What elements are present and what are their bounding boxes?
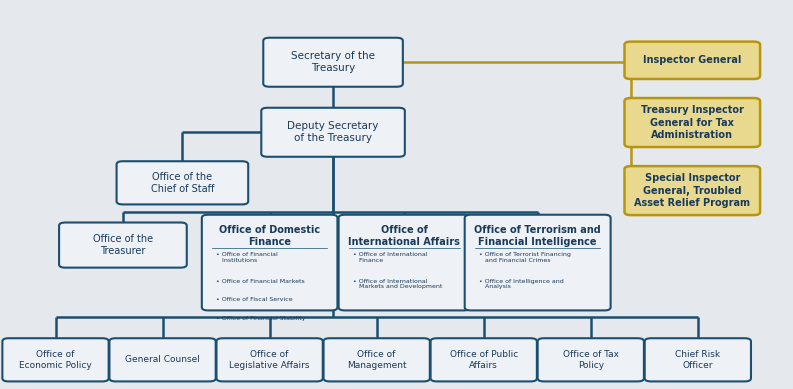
Text: Office of
Economic Policy: Office of Economic Policy: [19, 350, 92, 370]
Text: Office of the
Chief of Staff: Office of the Chief of Staff: [151, 172, 214, 194]
Text: Office of Domestic
Finance: Office of Domestic Finance: [219, 225, 320, 247]
Text: Special Inspector
General, Troubled
Asset Relief Program: Special Inspector General, Troubled Asse…: [634, 173, 750, 208]
FancyBboxPatch shape: [625, 42, 760, 79]
FancyBboxPatch shape: [2, 338, 109, 381]
Text: General Counsel: General Counsel: [125, 355, 200, 364]
Text: Office of Terrorism and
Financial Intelligence: Office of Terrorism and Financial Intell…: [474, 225, 601, 247]
FancyBboxPatch shape: [625, 166, 760, 215]
Text: Office of
International Affairs: Office of International Affairs: [348, 225, 461, 247]
Text: Office of
Management: Office of Management: [347, 350, 407, 370]
FancyBboxPatch shape: [263, 38, 403, 87]
Text: Deputy Secretary
of the Treasury: Deputy Secretary of the Treasury: [287, 121, 379, 144]
FancyBboxPatch shape: [465, 215, 611, 310]
FancyBboxPatch shape: [117, 161, 248, 205]
Text: • Office of Intelligence and
   Analysis: • Office of Intelligence and Analysis: [479, 279, 564, 289]
Text: • Office of Terrorist Financing
   and Financial Crimes: • Office of Terrorist Financing and Fina…: [479, 252, 571, 263]
FancyBboxPatch shape: [324, 338, 430, 381]
Text: Office of Public
Affairs: Office of Public Affairs: [450, 350, 518, 370]
FancyBboxPatch shape: [339, 215, 470, 310]
Text: • Office of International
   Finance: • Office of International Finance: [353, 252, 427, 263]
Text: • Office of International
   Markets and Development: • Office of International Markets and De…: [353, 279, 442, 289]
FancyBboxPatch shape: [216, 338, 323, 381]
FancyBboxPatch shape: [538, 338, 644, 381]
Text: • Office of Financial Markets: • Office of Financial Markets: [216, 279, 305, 284]
Text: Office of Tax
Policy: Office of Tax Policy: [563, 350, 619, 370]
Text: Chief Risk
Officer: Chief Risk Officer: [676, 350, 720, 370]
FancyBboxPatch shape: [109, 338, 216, 381]
Text: • Office of Financial Stability: • Office of Financial Stability: [216, 316, 305, 321]
Text: Inspector General: Inspector General: [643, 55, 741, 65]
FancyBboxPatch shape: [59, 223, 187, 268]
Text: Treasury Inspector
General for Tax
Administration: Treasury Inspector General for Tax Admin…: [641, 105, 744, 140]
Text: • Office of Fiscal Service: • Office of Fiscal Service: [216, 297, 293, 302]
Text: Office of
Legislative Affairs: Office of Legislative Affairs: [229, 350, 310, 370]
FancyBboxPatch shape: [431, 338, 537, 381]
FancyBboxPatch shape: [625, 98, 760, 147]
Text: Office of the
Treasurer: Office of the Treasurer: [93, 234, 153, 256]
FancyBboxPatch shape: [262, 108, 404, 157]
FancyBboxPatch shape: [201, 215, 338, 310]
FancyBboxPatch shape: [645, 338, 751, 381]
Text: • Office of Financial
   Institutions: • Office of Financial Institutions: [216, 252, 278, 263]
Text: Secretary of the
Treasury: Secretary of the Treasury: [291, 51, 375, 74]
